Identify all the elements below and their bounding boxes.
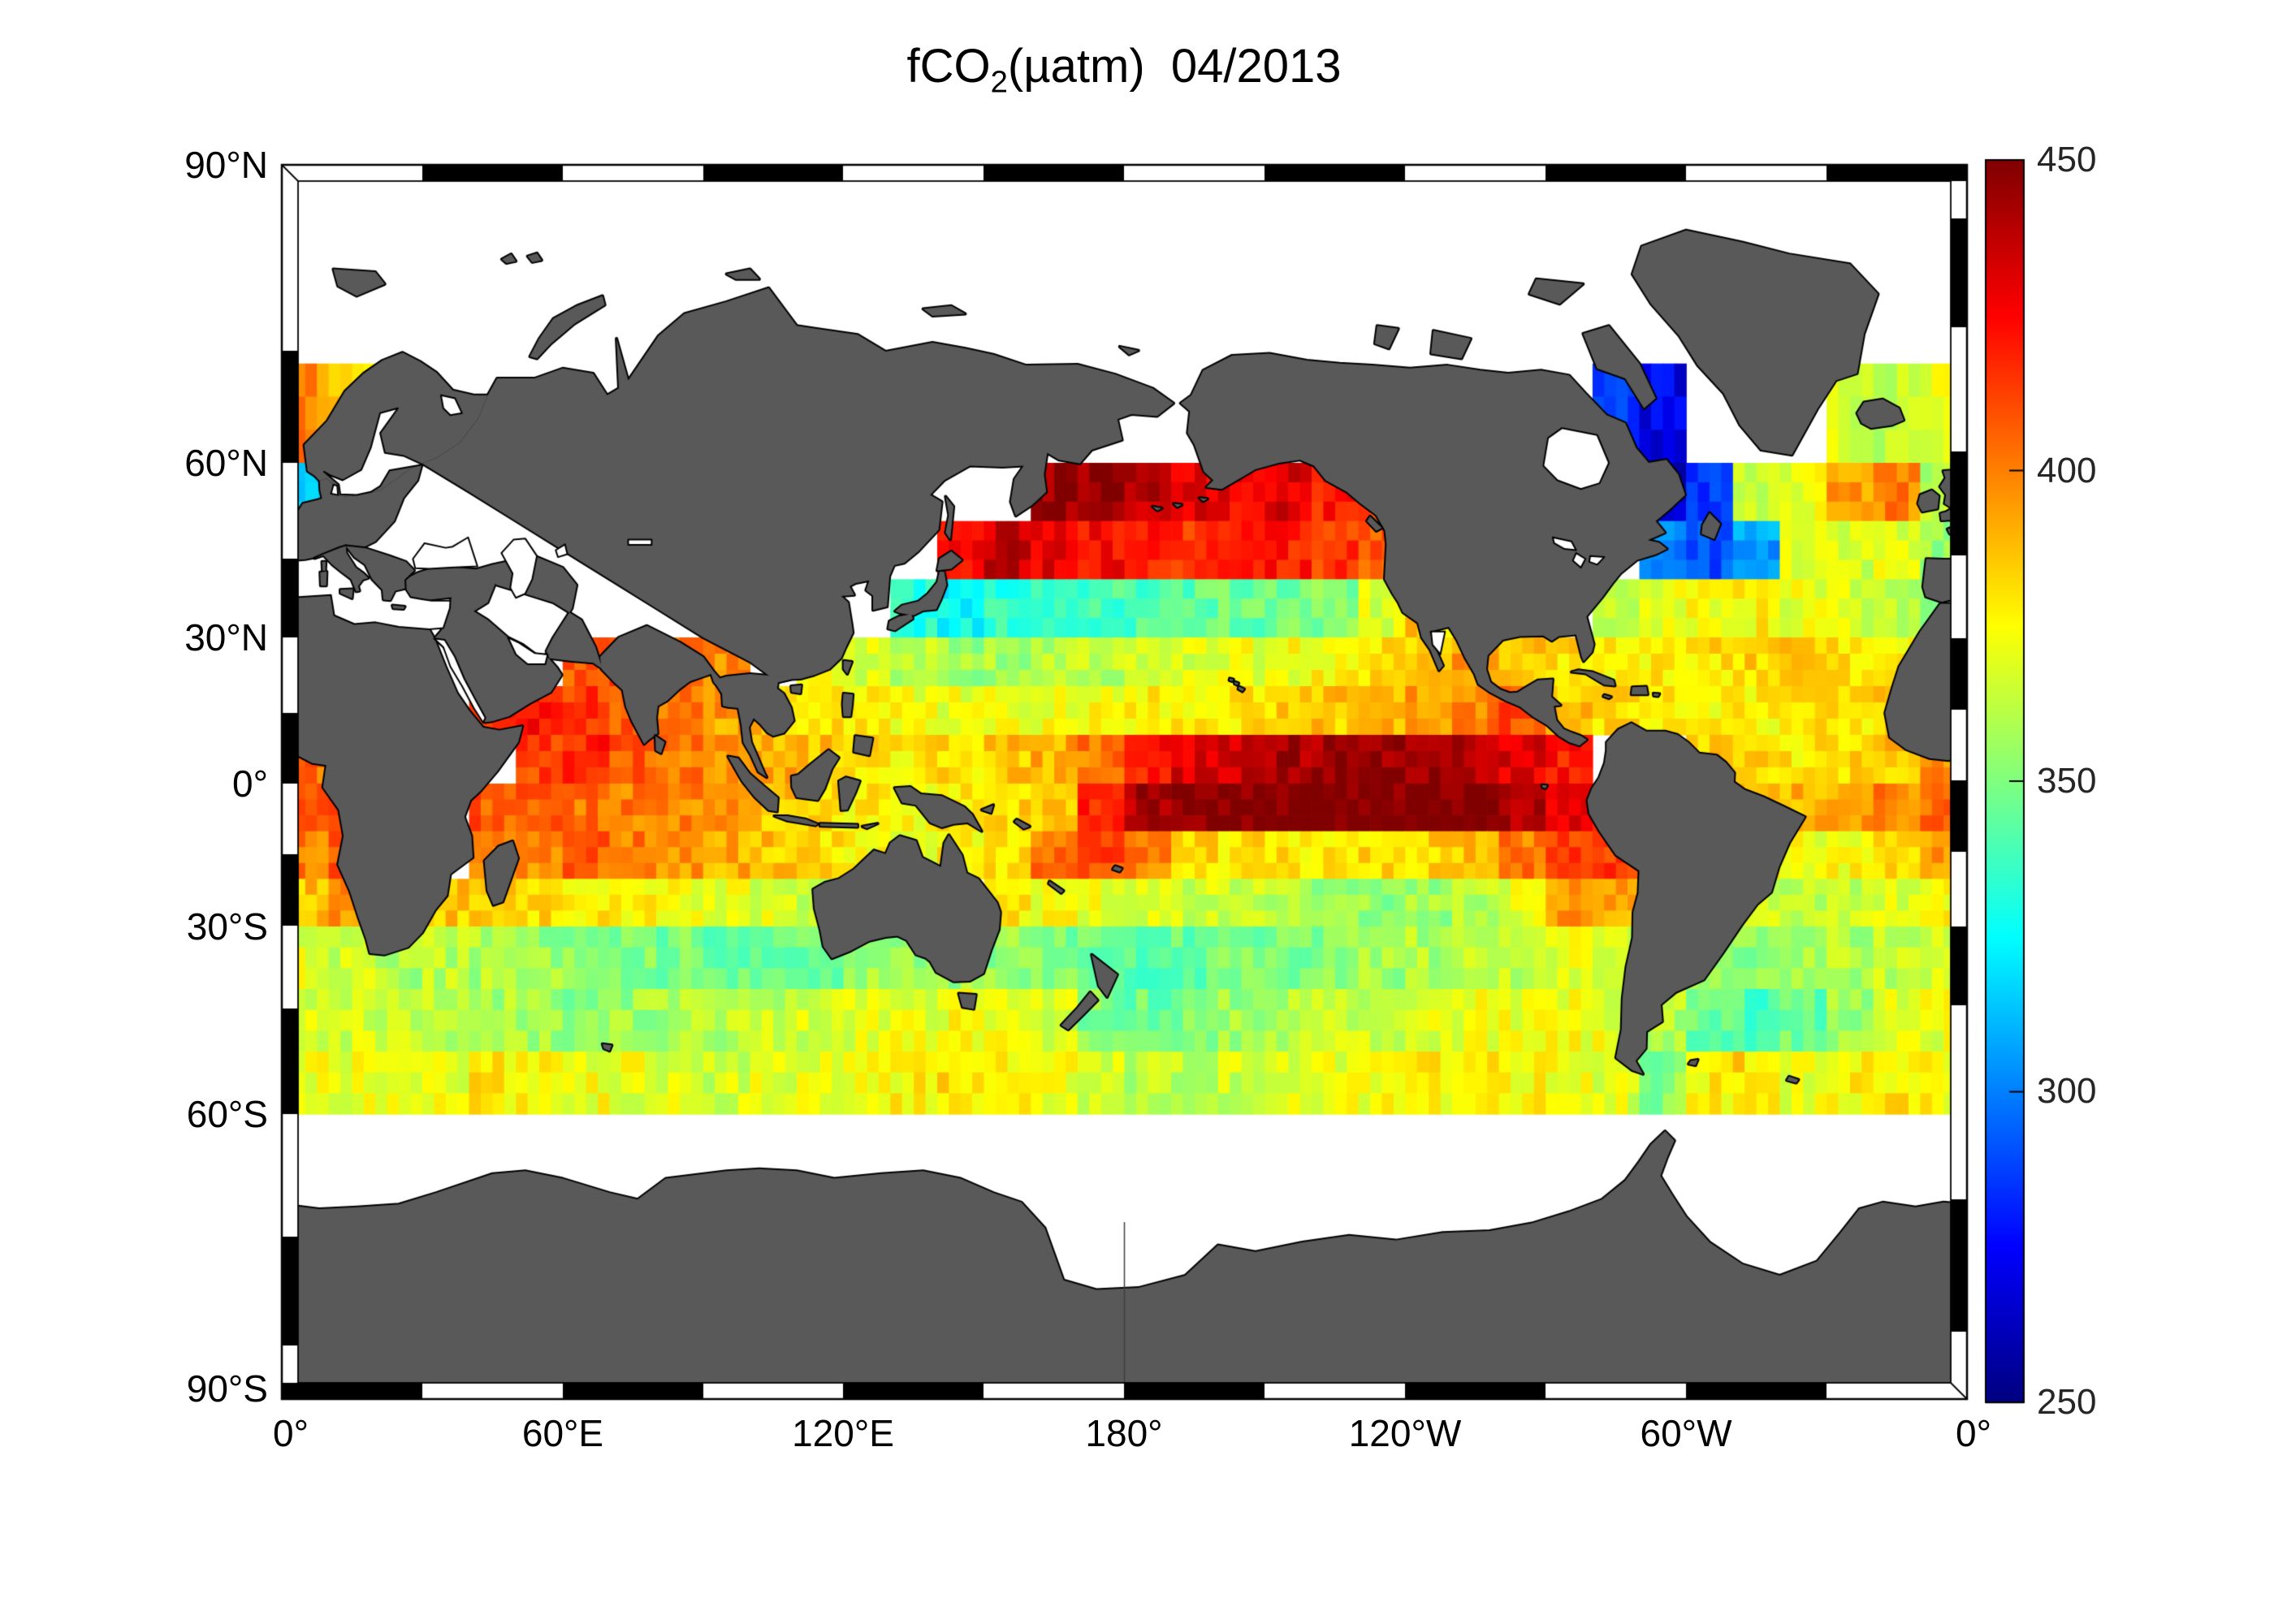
colorbar-tick-300: 300: [2037, 1071, 2097, 1111]
lat-tick-90s: 90°S: [186, 1367, 268, 1410]
lon-tick-120e: 120°E: [792, 1412, 894, 1454]
lon-tick-0e: 0°: [273, 1412, 309, 1454]
lat-tick-30s: 30°S: [186, 905, 268, 948]
lon-tick-60e: 60°E: [521, 1412, 604, 1454]
lat-tick-90n: 90°N: [184, 144, 268, 186]
lat-tick-30n: 30°N: [184, 616, 268, 659]
colorbar-tick-250: 250: [2037, 1382, 2097, 1422]
title-date: 04/2013: [1170, 40, 1342, 93]
lon-tick-180: 180°: [1085, 1412, 1163, 1454]
title-gap: [1145, 40, 1171, 93]
chart-title: fCO2(µatm) 04/2013: [906, 39, 1342, 97]
lat-tick-0: 0°: [232, 762, 268, 805]
colorbar-tick-350: 350: [2037, 761, 2097, 801]
lat-tick-60s: 60°S: [186, 1093, 268, 1135]
lat-tick-60n: 60°N: [184, 442, 268, 484]
colorbar-tick-400: 400: [2037, 451, 2097, 490]
lon-tick-0w: 0°: [1956, 1412, 1991, 1454]
title-variable: fCO: [906, 40, 991, 93]
lon-tick-120w: 120°W: [1348, 1412, 1462, 1454]
lon-tick-60w: 60°W: [1640, 1412, 1732, 1454]
title-units: (µatm): [1007, 40, 1145, 93]
title-subscript: 2: [990, 64, 1008, 100]
colorbar-tick-450: 450: [2037, 140, 2097, 179]
